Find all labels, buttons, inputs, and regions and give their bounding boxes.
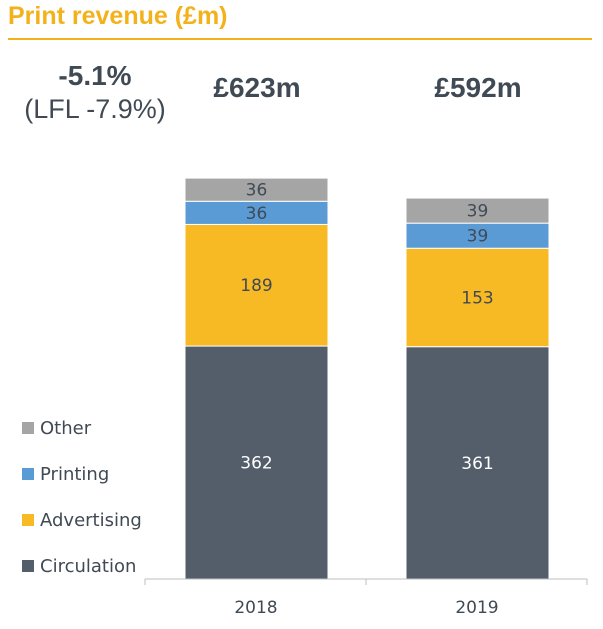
legend-item-advertising: Advertising bbox=[22, 497, 142, 543]
legend-label-advertising: Advertising bbox=[40, 509, 142, 531]
data-label-printing-2018: 36 bbox=[246, 204, 268, 224]
change-percent: -5.1% bbox=[58, 60, 132, 91]
bar-segment-other-2019 bbox=[405, 197, 550, 224]
legend-swatch-printing bbox=[22, 468, 34, 480]
legend-swatch-other bbox=[22, 422, 34, 434]
x-tick-label-2019: 2019 bbox=[455, 598, 498, 618]
bar-segment-other-2018 bbox=[184, 177, 329, 202]
legend-item-circulation: Circulation bbox=[22, 543, 142, 589]
x-tick-label-2018: 2018 bbox=[234, 598, 277, 618]
bar-segment-circulation-2018 bbox=[184, 345, 329, 580]
bar-segment-printing-2019 bbox=[405, 222, 550, 249]
data-label-advertising-2018: 189 bbox=[240, 276, 272, 296]
lfl-change: (LFL -7.9%) bbox=[24, 94, 166, 124]
title-underline bbox=[8, 38, 592, 40]
data-label-printing-2019: 39 bbox=[467, 227, 489, 247]
data-label-advertising-2019: 153 bbox=[461, 288, 493, 308]
legend-label-printing: Printing bbox=[40, 463, 110, 485]
data-label-circulation-2019: 361 bbox=[461, 454, 493, 474]
bar-segment-advertising-2018 bbox=[184, 223, 329, 347]
legend-item-printing: Printing bbox=[22, 451, 142, 497]
chart-title: Print revenue (£m) bbox=[8, 2, 228, 30]
data-label-other-2018: 36 bbox=[246, 181, 268, 201]
data-label-other-2019: 39 bbox=[467, 202, 489, 222]
legend-label-other: Other bbox=[40, 417, 92, 439]
bar-segment-advertising-2019 bbox=[405, 247, 550, 348]
bar-segment-circulation-2019 bbox=[405, 346, 550, 580]
legend-label-circulation: Circulation bbox=[40, 555, 137, 577]
legend: Other Printing Advertising Circulation bbox=[22, 405, 142, 589]
data-label-circulation-2018: 362 bbox=[240, 454, 272, 474]
legend-item-other: Other bbox=[22, 405, 142, 451]
legend-swatch-advertising bbox=[22, 514, 34, 526]
total-2018: £623m bbox=[213, 72, 301, 103]
total-2019: £592m bbox=[434, 72, 522, 103]
legend-swatch-circulation bbox=[22, 560, 34, 572]
change-summary: -5.1% (LFL -7.9%) bbox=[15, 60, 175, 126]
